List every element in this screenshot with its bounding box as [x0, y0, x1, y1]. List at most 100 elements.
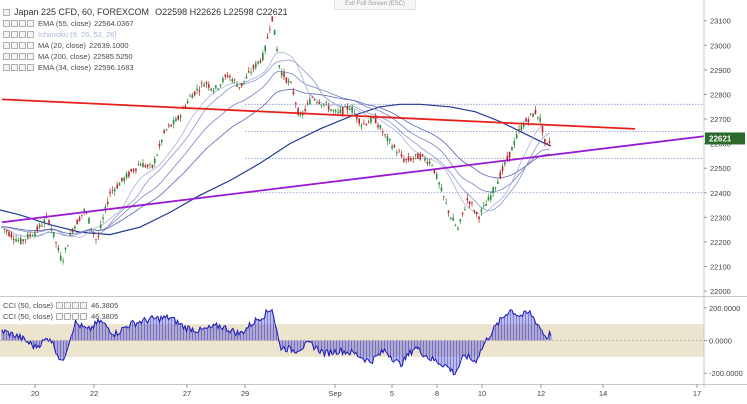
candle-body [487, 197, 490, 201]
candle-body [522, 123, 525, 127]
candle-body [71, 228, 74, 233]
candle-body [339, 109, 342, 113]
candle-body [410, 157, 412, 161]
candle-body [501, 166, 504, 171]
candle-body [299, 114, 302, 116]
price-tick-label: 23100 [710, 17, 731, 26]
candle-body [85, 212, 88, 214]
indicator-toggle-icon[interactable] [3, 20, 35, 27]
indicator-toggle-icon[interactable] [3, 53, 35, 60]
indicator-row: EMA (34, close) 22596.1683 [3, 62, 288, 73]
candle-body [264, 45, 266, 52]
time-tick-label: 29 [241, 389, 249, 398]
candle-body [81, 214, 83, 216]
indicator-label: MA (200, close) [38, 52, 91, 61]
candle-body [506, 155, 509, 161]
candle-body [74, 226, 76, 229]
candle-body [62, 260, 64, 262]
candle-body [125, 173, 128, 178]
candle-body [278, 65, 281, 67]
candle-body [184, 105, 187, 109]
candle-body [52, 232, 55, 238]
cci-label: CCI (50, close) [3, 312, 54, 321]
candle-body [208, 84, 210, 88]
cci-value: 46.3805 [91, 301, 119, 310]
candle-body [165, 129, 168, 131]
candle-body [55, 242, 57, 244]
candle-body [43, 219, 46, 224]
candle-body [104, 206, 107, 210]
candle-body [475, 211, 478, 215]
candle-body [417, 153, 419, 159]
candle-body [137, 164, 140, 166]
candle-body [480, 209, 483, 212]
candle-body [50, 228, 53, 231]
indicator-row: MA (200, close) 22585.5250 [3, 51, 288, 62]
candle-body [372, 116, 375, 119]
candle-body [78, 217, 81, 222]
candle-body [379, 125, 382, 129]
candle-body [544, 138, 546, 143]
candle-body [297, 108, 299, 116]
candle-body [374, 116, 377, 124]
indicator-row: EMA (55, close) 22564.0367 [3, 18, 288, 29]
candle-body [271, 16, 274, 22]
candle-body [529, 113, 532, 115]
indicator-label: MA (20, close) [38, 41, 86, 50]
cci-legend-row: CCI (50, close) 46.3805 [3, 300, 118, 311]
candle-body [534, 109, 537, 115]
cci-toggle-icon[interactable] [56, 302, 88, 309]
candle-body [116, 184, 118, 189]
candle-body [384, 134, 386, 135]
candle-body [478, 216, 480, 220]
candle-body [323, 103, 325, 105]
candle-body [247, 71, 250, 73]
indicator-toggle-icon[interactable] [3, 31, 35, 38]
candle-body [153, 158, 156, 164]
candle-body [494, 187, 497, 189]
price-tick-label: 22800 [710, 90, 731, 99]
candle-body [238, 87, 241, 89]
exit-fullscreen-button[interactable]: Exit Full Screen (ESC) [334, 0, 416, 10]
candle-body [276, 48, 278, 52]
collapse-icon[interactable] [3, 9, 11, 16]
indicator-label: EMA (34, close) [38, 63, 91, 72]
candle-body [64, 247, 67, 250]
support-trendline [1, 135, 705, 224]
candle-body [210, 88, 212, 91]
time-tick-label: 12 [537, 389, 545, 398]
candle-body [421, 154, 424, 156]
candle-body [106, 201, 109, 205]
cci-toggle-icon[interactable] [56, 313, 88, 320]
candle-body [12, 239, 15, 241]
ma200-line [0, 103, 552, 236]
candle-body [41, 225, 43, 227]
candle-body [428, 161, 431, 164]
candle-body [109, 191, 111, 194]
indicator-toggle-icon[interactable] [3, 42, 35, 49]
cci-line [1, 308, 552, 376]
candle-body [99, 224, 102, 229]
candle-body [320, 104, 323, 106]
candle-body [309, 98, 311, 105]
candle-body [15, 239, 17, 242]
candle-body [405, 158, 407, 161]
candle-body [1, 226, 3, 228]
candle-body [532, 113, 534, 117]
trendlines[interactable] [1, 98, 705, 224]
candle-body [447, 210, 450, 213]
indicator-toggle-icon[interactable] [3, 64, 35, 71]
candle-body [426, 162, 429, 164]
candle-body [287, 80, 290, 83]
time-tick-label: 8 [435, 389, 439, 398]
candle-body [186, 101, 189, 104]
candle-body [539, 117, 541, 122]
time-tick-label: 5 [390, 389, 394, 398]
candle-body [236, 84, 238, 87]
candle-body [67, 245, 69, 247]
candle-body [59, 255, 62, 261]
candle-body [403, 158, 405, 162]
candle-body [200, 82, 203, 84]
candle-body [22, 239, 24, 242]
